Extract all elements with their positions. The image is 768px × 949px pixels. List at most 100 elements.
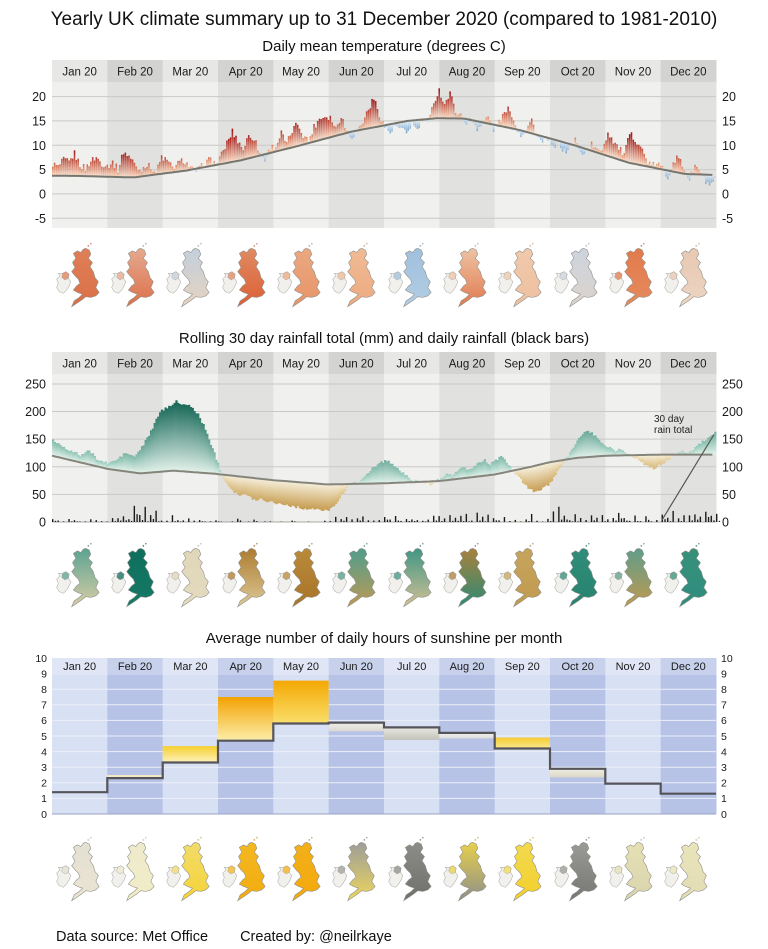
sunshine-monthly-maps: [52, 826, 716, 922]
uk-map-temperature-4: [221, 242, 266, 308]
svg-text:0: 0: [722, 187, 729, 201]
svg-text:Jan 20: Jan 20: [62, 359, 97, 371]
svg-text:Aug 20: Aug 20: [450, 661, 485, 673]
temperature-monthly-maps: [52, 232, 716, 328]
temperature-chart: -5 -5 0 0 5 5 10 10 15 15 20 20 Jan 20 Feb 20 Mar 20 Ap…: [32, 60, 736, 228]
uk-map-temperature-11: [609, 242, 653, 308]
svg-text:Mar 20: Mar 20: [172, 359, 208, 371]
uk-map-temperature-10: [553, 242, 598, 308]
uk-map-rainfall-5: [277, 542, 321, 608]
svg-text:Nov 20: Nov 20: [615, 67, 651, 79]
svg-text:Jun 20: Jun 20: [339, 359, 374, 371]
svg-text:Mar 20: Mar 20: [173, 661, 207, 673]
svg-text:15: 15: [32, 114, 46, 128]
svg-text:6: 6: [41, 715, 47, 727]
created-by-label: Created by: @neilrkaye: [240, 929, 392, 945]
svg-text:15: 15: [722, 114, 736, 128]
uk-map-sunshine-11: [609, 836, 653, 902]
svg-text:200: 200: [722, 405, 743, 419]
svg-text:Jun 20: Jun 20: [340, 661, 373, 673]
svg-text:May 20: May 20: [282, 359, 320, 371]
svg-text:-5: -5: [35, 212, 46, 226]
svg-text:9: 9: [41, 668, 47, 680]
uk-map-rainfall-8: [443, 542, 487, 608]
uk-map-sunshine-8: [443, 836, 487, 902]
svg-text:Jul 20: Jul 20: [396, 359, 427, 371]
svg-text:Oct 20: Oct 20: [561, 661, 593, 673]
svg-text:200: 200: [25, 405, 46, 419]
uk-map-sunshine-10: [553, 836, 598, 902]
svg-text:0: 0: [722, 516, 729, 530]
svg-text:8: 8: [41, 684, 47, 696]
svg-text:rain total: rain total: [654, 425, 692, 436]
page-title: Yearly UK climate summary up to 31 Decem…: [50, 9, 718, 30]
svg-text:Dec 20: Dec 20: [671, 661, 706, 673]
uk-map-sunshine-9: [498, 836, 542, 902]
rainfall-chart: 0 0 50 50 100 100 150 150 200 200 250 250 Jan 20 Feb …: [25, 352, 743, 530]
svg-text:3: 3: [721, 762, 727, 774]
uk-map-sunshine-2: [111, 836, 155, 902]
uk-map-temperature-8: [443, 242, 487, 308]
uk-map-temperature-12: [664, 242, 708, 308]
svg-text:Jun 20: Jun 20: [339, 67, 374, 79]
svg-text:Aug 20: Aug 20: [449, 67, 485, 79]
svg-text:May 20: May 20: [282, 67, 320, 79]
svg-text:5: 5: [721, 731, 727, 743]
uk-map-sunshine-3: [166, 836, 210, 902]
uk-map-temperature-9: [498, 242, 542, 308]
svg-text:Apr 20: Apr 20: [229, 67, 263, 79]
svg-text:9: 9: [721, 668, 727, 680]
svg-text:10: 10: [35, 653, 47, 665]
svg-text:May 20: May 20: [283, 661, 319, 673]
uk-map-sunshine-5: [277, 836, 321, 902]
svg-text:Aug 20: Aug 20: [449, 359, 485, 371]
svg-text:Feb 20: Feb 20: [117, 359, 153, 371]
svg-text:Sep 20: Sep 20: [505, 661, 540, 673]
uk-map-sunshine-6: [332, 836, 376, 902]
svg-text:Dec 20: Dec 20: [670, 67, 706, 79]
svg-text:50: 50: [32, 488, 46, 502]
svg-text:Nov 20: Nov 20: [615, 359, 651, 371]
svg-text:Jul 20: Jul 20: [397, 661, 426, 673]
uk-map-sunshine-7: [387, 836, 432, 902]
svg-text:100: 100: [722, 460, 743, 474]
uk-map-rainfall-10: [553, 542, 598, 608]
svg-text:Sep 20: Sep 20: [504, 359, 540, 371]
svg-text:0: 0: [41, 809, 47, 821]
svg-text:0: 0: [721, 809, 727, 821]
svg-text:Sep 20: Sep 20: [504, 67, 540, 79]
svg-text:8: 8: [721, 684, 727, 696]
svg-text:250: 250: [25, 377, 46, 391]
svg-text:250: 250: [722, 377, 743, 391]
svg-text:20: 20: [722, 90, 736, 104]
uk-map-rainfall-12: [664, 542, 708, 608]
svg-text:5: 5: [41, 731, 47, 743]
uk-map-sunshine-1: [55, 836, 100, 902]
uk-map-temperature-5: [277, 242, 321, 308]
uk-map-rainfall-7: [387, 542, 432, 608]
svg-text:Apr 20: Apr 20: [229, 359, 263, 371]
uk-map-sunshine-12: [664, 836, 708, 902]
uk-map-rainfall-3: [166, 542, 210, 608]
svg-text:7: 7: [721, 700, 727, 712]
svg-text:Feb 20: Feb 20: [118, 661, 152, 673]
uk-map-rainfall-2: [111, 542, 155, 608]
svg-text:Oct 20: Oct 20: [561, 67, 595, 79]
svg-text:5: 5: [39, 163, 46, 177]
uk-map-temperature-3: [166, 242, 210, 308]
uk-map-temperature-6: [332, 242, 376, 308]
svg-text:50: 50: [722, 488, 736, 502]
svg-text:0: 0: [39, 187, 46, 201]
svg-text:4: 4: [721, 746, 727, 758]
svg-text:150: 150: [722, 433, 743, 447]
rainfall-monthly-maps: [52, 532, 716, 628]
svg-text:Mar 20: Mar 20: [172, 67, 208, 79]
svg-text:0: 0: [39, 516, 46, 530]
svg-text:Jul 20: Jul 20: [396, 67, 427, 79]
footer: Data source: Met Office Created by: @nei…: [0, 922, 768, 945]
rainfall-chart-title: Rolling 30 day rainfall total (mm) and d…: [178, 330, 590, 347]
temperature-chart-title: Daily mean temperature (degrees C): [262, 38, 506, 55]
uk-map-rainfall-11: [609, 542, 653, 608]
svg-text:4: 4: [41, 746, 47, 758]
